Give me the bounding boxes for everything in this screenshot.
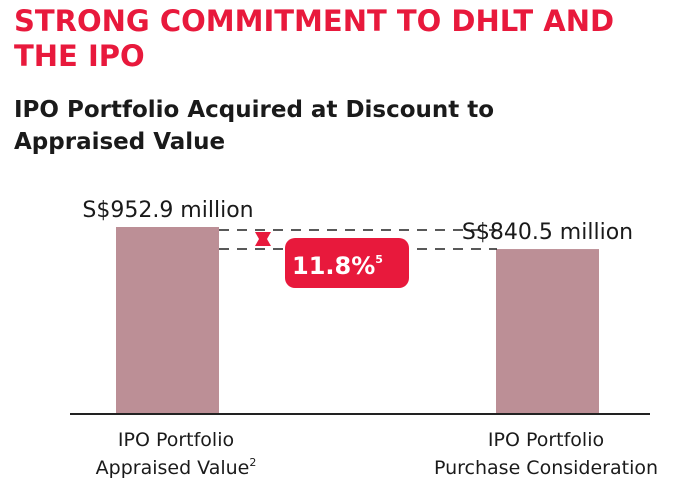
arrow-down-icon: [255, 232, 271, 247]
chart-subtitle-line-1: IPO Portfolio Acquired at Discount to: [14, 97, 495, 123]
category-label-appraised-line-1: IPO Portfolio: [118, 429, 234, 451]
chart-subtitle: IPO Portfolio Acquired at Discount to Ap…: [14, 94, 674, 158]
page-title-line-1: STRONG COMMITMENT TO DHLT AND: [14, 4, 615, 38]
value-label-appraised: S$952.9 million: [82, 198, 253, 223]
value-label-consideration: S$840.5 million: [462, 220, 633, 245]
discount-badge-label: 11.8%5: [292, 252, 383, 280]
category-label-consideration-line-1: IPO Portfolio: [488, 429, 604, 451]
discount-badge: [285, 238, 409, 288]
bar-appraised-value: [116, 227, 219, 414]
chart-subtitle-line-2: Appraised Value: [14, 129, 226, 155]
page-title-line-2: THE IPO: [14, 39, 145, 73]
category-label-consideration-line-2: Purchase Consideration: [434, 457, 658, 479]
bar-purchase-consideration: [496, 249, 599, 414]
category-label-appraised-line-2: Appraised Value2: [96, 456, 257, 479]
page-title: STRONG COMMITMENT TO DHLT AND THE IPO: [14, 4, 674, 74]
